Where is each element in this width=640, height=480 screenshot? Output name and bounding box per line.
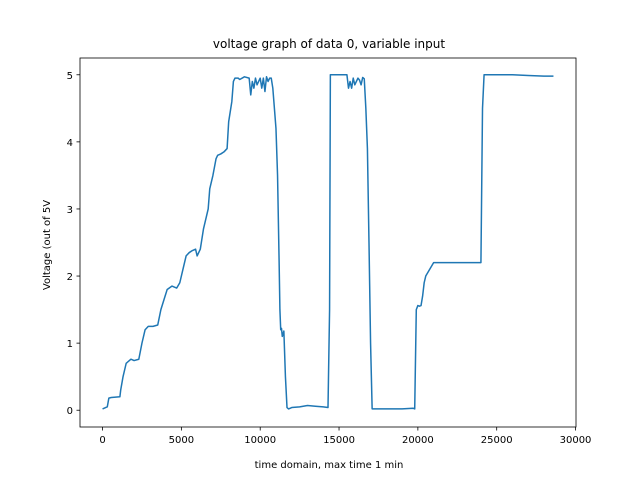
plot-area: 0 5000 10000 15000 20000 25000 30000 0 1 2 3 4 5 — [67, 57, 592, 446]
x-tick-label: 0 — [99, 435, 105, 446]
y-tick-label: 3 — [67, 205, 73, 216]
x-tick-label: 30000 — [560, 435, 592, 446]
x-tick-label: 5000 — [169, 435, 194, 446]
y-axis-label: Voltage (out of 5V — [42, 200, 53, 290]
chart-title: voltage graph of data 0, variable input — [213, 37, 445, 51]
y-tick-label: 0 — [67, 406, 73, 417]
x-tick-label: 25000 — [481, 435, 513, 446]
y-tick-label: 4 — [67, 138, 73, 149]
series-line-0 — [102, 74, 554, 410]
x-axis-label: time domain, max time 1 min — [255, 460, 404, 471]
x-tick-label: 20000 — [402, 435, 434, 446]
y-tick-label: 2 — [67, 272, 73, 283]
axes-frame — [79, 57, 577, 428]
y-tick-label: 1 — [67, 339, 73, 350]
y-tick-label: 5 — [67, 71, 73, 82]
x-tick-label: 15000 — [323, 435, 355, 446]
x-tick-label: 10000 — [244, 435, 276, 446]
